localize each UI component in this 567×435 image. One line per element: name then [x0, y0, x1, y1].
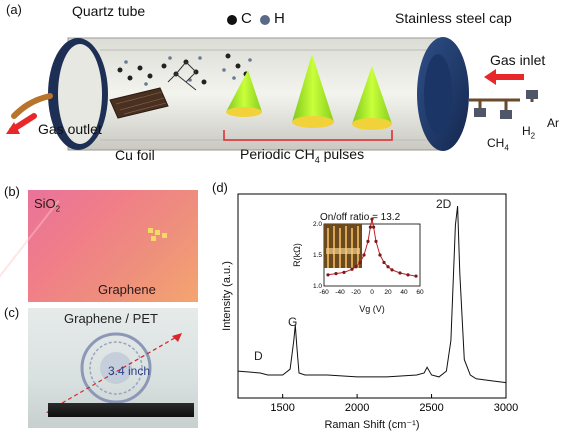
cu-foil-label: Cu foil — [115, 147, 155, 163]
inset-data-point — [406, 273, 410, 277]
inset-data-point — [374, 239, 378, 243]
inset-data-point — [366, 239, 370, 243]
ch4-pulse-cone — [352, 66, 392, 124]
inset-y-tick-label: 1.5 — [313, 252, 322, 259]
inset-y-tick-label: 2.0 — [313, 221, 322, 228]
quartz-tube-label: Quartz tube — [72, 3, 146, 19]
inset-ylabel: R(kΩ) — [292, 243, 302, 267]
gas-inlet-arrow — [494, 74, 524, 80]
hydrogen-legend-dot — [260, 15, 270, 25]
hydrogen-legend-label: H — [274, 10, 285, 27]
inset-x-tick-label: 60 — [416, 289, 424, 296]
inset-data-point — [370, 217, 374, 221]
inset-x-tick-label: -20 — [351, 289, 361, 296]
gas-ar-label: Ar — [547, 116, 559, 130]
pulses-label: Periodic CH4 pulses — [240, 146, 365, 165]
graphene-label: Graphene — [98, 282, 156, 297]
ch4-pulse-cone — [226, 70, 262, 112]
inset-data-point — [350, 267, 354, 271]
inset-y-tick-label: 1.0 — [313, 283, 322, 290]
panel-a-label: (a) — [6, 2, 22, 17]
sio2-label: SiO2 — [34, 196, 61, 214]
inset-data-point — [368, 225, 372, 229]
inset-data-point — [378, 253, 382, 257]
inset-data-point — [390, 268, 394, 272]
inset-data-point — [386, 265, 390, 269]
graphene-film-strip — [48, 403, 194, 417]
peak-label-g: G — [288, 315, 297, 329]
cu-foil — [109, 87, 169, 119]
seal-emblem — [80, 332, 152, 404]
raman-x-tick-label: 2500 — [419, 402, 443, 414]
raman-ylabel: Intensity (a.u.) — [221, 261, 233, 331]
inset-data-point — [334, 272, 338, 276]
panel-b-label: (b) — [4, 184, 20, 199]
inset-data-point — [382, 260, 386, 265]
steel-cap-label: Stainless steel cap — [395, 10, 512, 26]
raman-x-tick-label: 1500 — [270, 402, 294, 414]
inset-data-point — [414, 274, 418, 278]
inset-data-point — [362, 253, 366, 257]
gas-h2-label: H2 — [522, 124, 536, 141]
inset-data-point — [372, 225, 376, 229]
inset-x-tick-label: 0 — [370, 289, 374, 296]
carbon-legend-label: C — [241, 10, 252, 27]
raman-xlabel: Raman Shift (cm⁻¹) — [324, 419, 419, 431]
inset-data-point — [354, 265, 358, 269]
carbon-legend-dot — [227, 15, 237, 25]
inset-data-point — [398, 271, 402, 275]
inset-x-tick-label: 40 — [400, 289, 408, 296]
molecule-cluster — [117, 53, 249, 85]
cvd-tube-illustration — [6, 15, 538, 151]
gas-inlet-label: Gas inlet — [490, 52, 546, 68]
panel-d-label: (d) — [212, 180, 228, 195]
inset-data-point — [326, 273, 330, 277]
ch4-pulse-cone — [292, 54, 334, 122]
device-pads — [148, 228, 168, 242]
inset-data-point — [342, 270, 346, 274]
inset-x-tick-label: -40 — [335, 289, 345, 296]
raman-spectrum-line — [237, 205, 507, 384]
raman-x-tick-label: 3000 — [494, 402, 518, 414]
peak-label-2d: 2D — [436, 197, 452, 211]
peak-label-d: D — [254, 349, 263, 363]
gas-outlet-pipe — [11, 93, 53, 119]
pulse-bracket — [223, 130, 393, 141]
raman-chart: 1500 2000 2500 3000 D G 2D Raman Shift (cm⁻… — [221, 193, 518, 431]
panel-c-label: (c) — [4, 305, 20, 320]
gas-outlet-label: Gas outlet — [38, 121, 102, 137]
inset-annotation: On/off ratio = 13.2 — [320, 212, 401, 223]
graphene-pet-title: Graphene / PET — [64, 311, 158, 326]
graphene-on-sio2-photo: SiO2 Graphene — [0, 190, 198, 302]
inset-data-point — [358, 260, 362, 265]
raman-x-tick-label: 2000 — [345, 402, 369, 414]
graphene-pet-photo: Graphene / PET 3.4 inch — [28, 308, 198, 428]
rvg-inset: On/off ratio = 13.2 -60 -40 -20 0 20 40 60 1.0 1… — [282, 206, 432, 314]
gas-ch4-label: CH4 — [487, 136, 509, 153]
device-micrograph — [324, 224, 362, 268]
graphene-edge — [0, 200, 60, 296]
inset-xlabel: Vg (V) — [359, 304, 385, 314]
size-label: 3.4 inch — [108, 364, 151, 378]
inset-x-tick-label: -60 — [319, 289, 329, 296]
panel-a: (a) Quartz tube C H Stainless steel cap … — [0, 0, 567, 175]
inset-x-tick-label: 20 — [384, 289, 392, 296]
